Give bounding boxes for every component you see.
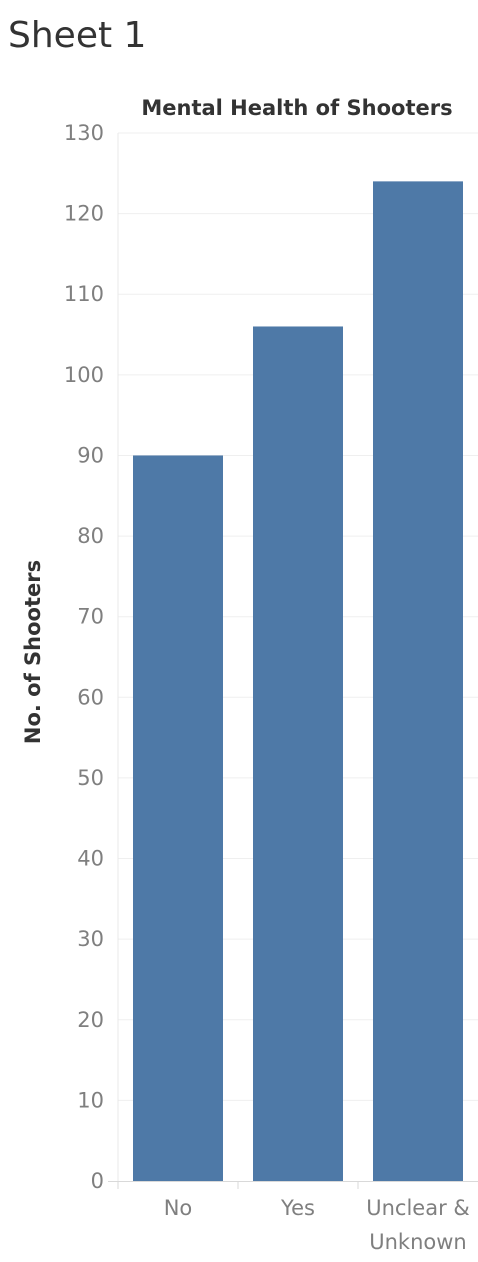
y-tick-label: 30 bbox=[77, 927, 104, 951]
y-tick-labels: 0 10 20 30 40 50 60 70 80 90 100 110 120 130 bbox=[64, 121, 104, 1193]
bars bbox=[133, 181, 463, 1181]
bar-0 bbox=[133, 455, 223, 1181]
y-axis-title: No. of Shooters bbox=[21, 560, 45, 744]
x-tick-label: Unclear & bbox=[366, 1196, 470, 1220]
y-tick-label: 10 bbox=[77, 1088, 104, 1112]
y-tick-label: 110 bbox=[64, 282, 104, 306]
sheet-title: Sheet 1 bbox=[8, 15, 147, 56]
chart-title: Mental Health of Shooters bbox=[141, 96, 452, 120]
y-tick-label: 100 bbox=[64, 363, 104, 387]
y-tick-label: 130 bbox=[64, 121, 104, 145]
x-tick-label: Yes bbox=[280, 1196, 315, 1220]
bar-1 bbox=[253, 326, 343, 1181]
x-tick-label: Unknown bbox=[369, 1230, 466, 1254]
y-tick-label: 90 bbox=[77, 443, 104, 467]
y-tick-label: 70 bbox=[77, 605, 104, 629]
x-tick-labels: No Yes Unclear & Unknown bbox=[164, 1196, 470, 1254]
axes bbox=[108, 133, 478, 1189]
y-tick-label: 0 bbox=[91, 1169, 104, 1193]
y-tick-label: 40 bbox=[77, 847, 104, 871]
y-tick-label: 50 bbox=[77, 766, 104, 790]
y-tick-label: 20 bbox=[77, 1008, 104, 1032]
x-tick-label: No bbox=[164, 1196, 193, 1220]
bar-2 bbox=[373, 181, 463, 1181]
y-tick-label: 80 bbox=[77, 524, 104, 548]
y-tick-label: 120 bbox=[64, 202, 104, 226]
y-tick-label: 60 bbox=[77, 685, 104, 709]
